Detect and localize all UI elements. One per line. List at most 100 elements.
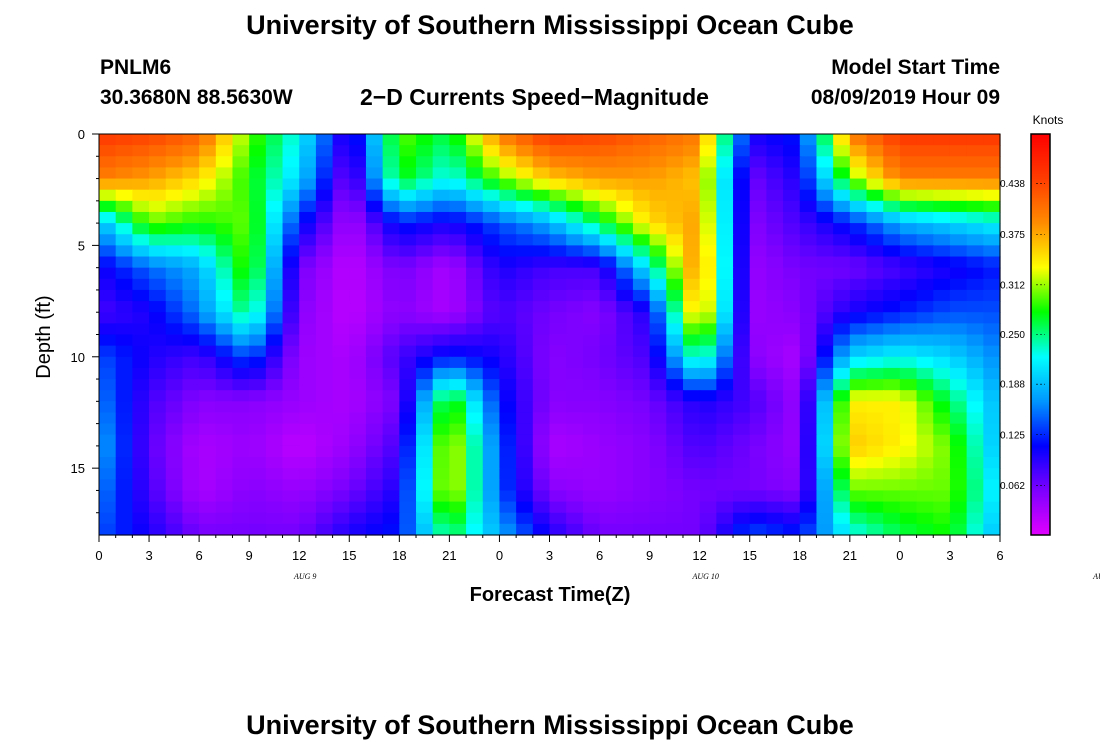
heatmap-cell [482, 356, 501, 369]
heatmap-cell [399, 267, 417, 280]
heatmap-cell [182, 367, 200, 380]
x-tick-label: 9 [646, 548, 653, 563]
heatmap-cell [582, 412, 601, 425]
heatmap-cell [249, 457, 267, 469]
heatmap-cell [949, 145, 968, 157]
heatmap-cell [382, 134, 400, 146]
heatmap-cell [733, 211, 751, 224]
heatmap-cell [165, 356, 184, 369]
heatmap-cell [566, 434, 584, 447]
heatmap-cell [349, 278, 367, 291]
heatmap-cell [199, 457, 217, 469]
heatmap-cell [332, 312, 350, 324]
heatmap-cell [649, 523, 667, 536]
heatmap-cell [516, 523, 534, 536]
heatmap-cell [983, 134, 1001, 146]
heatmap-cell [299, 312, 317, 324]
heatmap-cell [482, 289, 501, 302]
heatmap-cell [916, 445, 934, 458]
heatmap-cell [349, 490, 367, 503]
model-start-time: 08/09/2019 Hour 09 [810, 86, 1000, 109]
heatmap-cell [566, 323, 584, 336]
heatmap-cell [282, 345, 300, 358]
heatmap-cell [466, 312, 484, 324]
heatmap-cell [416, 167, 434, 180]
heatmap-cell [466, 156, 484, 169]
heatmap-cell [165, 390, 184, 402]
heatmap-cell [499, 223, 517, 235]
heatmap-cell [482, 468, 501, 480]
heatmap-cell [332, 245, 350, 258]
heatmap-cell [365, 267, 384, 280]
heatmap-cell [132, 423, 150, 436]
heatmap-cell [766, 312, 784, 324]
heatmap-cell [983, 356, 1001, 369]
heatmap-cell [616, 267, 634, 280]
heatmap-cell [632, 390, 651, 402]
heatmap-cell [199, 267, 217, 280]
heatmap-cell [682, 490, 701, 503]
heatmap-cell [382, 200, 400, 213]
heatmap-cell [883, 145, 901, 157]
heatmap-cell [199, 334, 217, 347]
heatmap-cell [599, 200, 617, 213]
heatmap-cell [315, 445, 334, 458]
heatmap-cell [349, 390, 367, 402]
heatmap-cell [382, 512, 400, 525]
heatmap-cell [749, 379, 768, 391]
heatmap-cell [682, 479, 701, 492]
heatmap-cell [349, 379, 367, 391]
heatmap-cell [516, 423, 534, 436]
heatmap-cell [482, 490, 501, 503]
heatmap-cell [716, 445, 734, 458]
heatmap-cell [232, 457, 250, 469]
heatmap-cell [132, 189, 150, 202]
heatmap-cell [532, 523, 551, 536]
heatmap-cell [716, 412, 734, 425]
heatmap-cell [549, 445, 567, 458]
colorbar-tick-label: 0.188 [1000, 380, 1025, 391]
heatmap-cell [849, 312, 868, 324]
heatmap-cell [666, 267, 684, 280]
heatmap-cell [666, 289, 684, 302]
heatmap-cell [799, 245, 818, 258]
heatmap-cell [549, 334, 567, 347]
heatmap-cell [516, 323, 534, 336]
heatmap-cell [282, 167, 300, 180]
heatmap-cell [866, 457, 884, 469]
heatmap-cell [599, 401, 617, 414]
heatmap-cell [115, 479, 133, 492]
heatmap-cell [699, 134, 717, 146]
heatmap-cell [199, 200, 217, 213]
heatmap-cell [916, 312, 934, 324]
heatmap-cell [549, 501, 567, 514]
heatmap-cell [249, 223, 267, 235]
heatmap-cell [899, 289, 918, 302]
heatmap-cell [149, 189, 167, 202]
heatmap-cell [966, 468, 984, 480]
heatmap-cell [532, 434, 551, 447]
heatmap-cell [99, 423, 117, 436]
heatmap-cell [466, 423, 484, 436]
heatmap-cell [949, 490, 968, 503]
heatmap-cell [582, 356, 601, 369]
heatmap-cell [949, 223, 968, 235]
heatmap-cell [916, 223, 934, 235]
heatmap-cell [933, 367, 951, 380]
heatmap-cell [115, 256, 133, 269]
heatmap-cell [365, 412, 384, 425]
heatmap-cell [666, 334, 684, 347]
heatmap-cell [699, 145, 717, 157]
heatmap-cell [399, 445, 417, 458]
heatmap-cell [199, 345, 217, 358]
heatmap-cell [916, 423, 934, 436]
heatmap-cell [983, 211, 1001, 224]
heatmap-cell [282, 189, 300, 202]
heatmap-cell [699, 390, 717, 402]
heatmap-cell [499, 479, 517, 492]
heatmap-cell [282, 379, 300, 391]
heatmap-cell [349, 223, 367, 235]
heatmap-cell [916, 468, 934, 480]
heatmap-cell [749, 245, 768, 258]
heatmap-cell [199, 412, 217, 425]
